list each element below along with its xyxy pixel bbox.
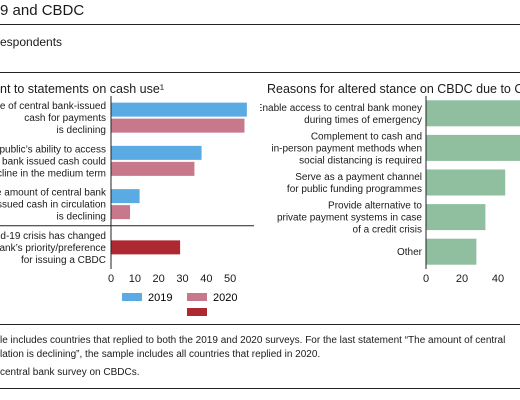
category-label-3-1: bank’s priority/preference (0, 243, 106, 254)
x-tick-label-20: 20 (456, 273, 468, 285)
x-tick-label-30: 30 (176, 273, 188, 285)
bar-2020-0 (111, 118, 245, 133)
x-tick-label-0: 0 (423, 273, 429, 285)
bar-covid-3 (111, 240, 181, 255)
bar-2020-2 (111, 205, 131, 220)
legend-label-2019: 2019 (148, 292, 172, 304)
category-label-1-1: ral bank issued cash could (0, 156, 106, 167)
x-tick-label-40: 40 (492, 273, 504, 285)
bar-reason-1 (426, 134, 520, 161)
reason-label-1-0: Complement to cash and (311, 131, 422, 142)
category-label-0-0: use of central bank-issued (0, 101, 106, 112)
bar-2019-0 (111, 102, 247, 117)
bar-reason-4 (426, 238, 477, 265)
bar-2020-1 (111, 161, 195, 176)
category-label-1-0: e public’s ability to access (0, 144, 106, 155)
category-label-2-2: is declining (57, 212, 106, 223)
figure-subtitle: espondents (0, 35, 63, 49)
legend-swatch-1 (187, 293, 207, 301)
reason-label-0-0: Enable access to central bank money (260, 103, 422, 114)
figure-title: 9 and CBDC (0, 2, 85, 19)
x-tick-label-50: 50 (224, 273, 236, 285)
cbdc-stance-bar-chart: Enable access to central bank moneydurin… (260, 96, 520, 285)
reason-label-2-1: for public funding programmes (287, 184, 422, 195)
reason-label-4-0: Other (397, 247, 423, 258)
bottom-rule (0, 388, 520, 389)
reason-label-3-1: private payment systems in case (277, 213, 422, 224)
category-label-2-0: he amount of central bank (0, 188, 107, 199)
reason-label-1-1: in-person payment methods when (271, 143, 422, 154)
reason-label-2-0: Serve as a payment channel (295, 172, 422, 183)
category-label-3-2: for issuing a CBDC (21, 255, 106, 266)
subtitle-rule (0, 72, 520, 73)
footer-rule (0, 324, 520, 325)
reason-label-3-2: of a credit crisis (353, 225, 422, 236)
legend-swatch-2 (187, 308, 207, 316)
x-tick-label-0: 0 (108, 273, 114, 285)
right-panel-title: Reasons for altered stance on CBDC due t… (267, 82, 520, 96)
bar-2019-1 (111, 145, 202, 160)
legend-swatch-0 (122, 293, 142, 301)
category-label-0-2: is declining (57, 125, 106, 136)
x-tick-label-10: 10 (129, 273, 141, 285)
source-note: central bank survey on CBDCs. (0, 367, 140, 378)
footnote-line-1: le includes countries that replied to bo… (0, 335, 506, 346)
bar-reason-0 (426, 100, 520, 127)
reason-label-1-2: social distancing is required (299, 155, 422, 166)
left-panel-title: nt to statements on cash use¹ (0, 82, 164, 96)
category-label-0-1: cash for payments (24, 113, 106, 124)
category-label-1-2: decline in the medium term (0, 168, 106, 179)
category-label-3-0: vid-19 crisis has changed (0, 231, 106, 242)
title-rule (0, 24, 520, 25)
category-label-2-1: issued cash in circulation (0, 200, 106, 211)
x-tick-label-40: 40 (200, 273, 212, 285)
legend-label-2020: 2020 (213, 292, 237, 304)
reason-label-0-1: during times of emergency (304, 115, 422, 126)
footnote-line-2: lation is declining”, the sample include… (0, 349, 321, 360)
bar-reason-2 (426, 169, 506, 196)
bar-reason-3 (426, 204, 486, 231)
x-tick-label-20: 20 (153, 273, 165, 285)
bar-2019-2 (111, 189, 140, 204)
reason-label-3-0: Provide alternative to (328, 201, 422, 212)
